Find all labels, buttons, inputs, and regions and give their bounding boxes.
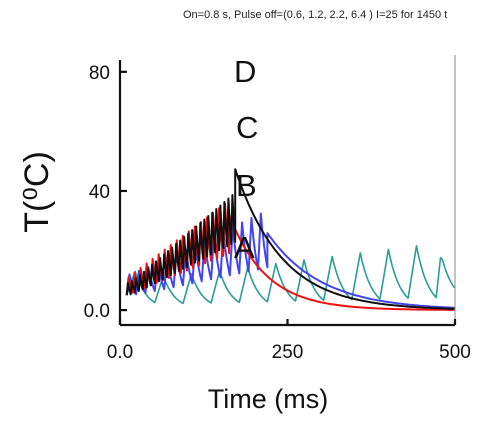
x-tick-label: 0.0 [107,342,133,363]
y-tick-label: 40 [89,182,110,203]
y-axis-label: T(⁰C) [18,151,56,233]
curve-label-d: D [234,54,256,89]
plot-lines [125,168,456,311]
series-line-d [125,168,456,310]
x-tick-label: 250 [272,342,304,363]
y-tick-label: 80 [89,63,110,84]
series-line-a [125,245,456,305]
curve-label-c: C [236,110,258,145]
curve-label-b: B [236,168,257,203]
y-tick-label: 0.0 [84,301,110,322]
x-tick-label: 500 [439,342,471,363]
x-ticks: 0.0 250 500 [107,319,471,363]
x-axis-label: Time (ms) [208,384,328,414]
curve-label-a: A [234,230,255,265]
y-ticks: 0.0 40 80 [84,63,127,322]
chart-title: On=0.8 s, Pulse off=(0.6, 1.2, 2.2, 6.4 … [183,9,447,21]
